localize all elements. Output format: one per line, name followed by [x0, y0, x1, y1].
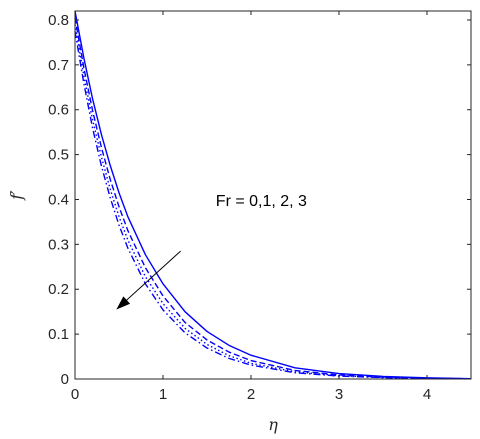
plot-frame [74, 10, 472, 380]
y-tick-label: 0.1 [48, 326, 69, 343]
y-tick-label: 0.2 [48, 281, 69, 298]
x-tick-label: 2 [247, 386, 255, 403]
x-axis-label: η [268, 415, 278, 434]
x-tick-label: 0 [71, 386, 79, 403]
y-tick-label: 0.4 [48, 191, 69, 208]
y-tick-label: 0.6 [48, 102, 69, 119]
series-curves [74, 10, 472, 380]
y-tick-label: 0.8 [48, 12, 69, 29]
y-tick-label: 0 [61, 371, 69, 388]
y-tick-label: 0.7 [48, 57, 69, 74]
x-tick-label: 3 [335, 386, 343, 403]
y-tick-label: 0.5 [48, 147, 69, 164]
annotation-group: Fr = 0,1, 2, 3 [116, 193, 307, 310]
axis-ticks: 0 1 2 3 4 0 0.1 0.2 0.3 0.4 0.5 0.6 0.7 0.8 [48, 11, 471, 403]
x-tick-label: 4 [423, 386, 431, 403]
series-line-2 [74, 24, 472, 380]
series-line-3 [74, 31, 472, 380]
annotation-arrow-head [116, 296, 131, 310]
series-line-1 [74, 17, 472, 380]
x-tick-label: 1 [159, 386, 167, 403]
series-line-0 [74, 10, 472, 380]
y-tick-label: 0.3 [48, 236, 69, 253]
y-axis-label: f′ [7, 190, 26, 201]
annotation-text: Fr = 0,1, 2, 3 [216, 193, 307, 210]
annotation-arrow-line [126, 250, 181, 301]
